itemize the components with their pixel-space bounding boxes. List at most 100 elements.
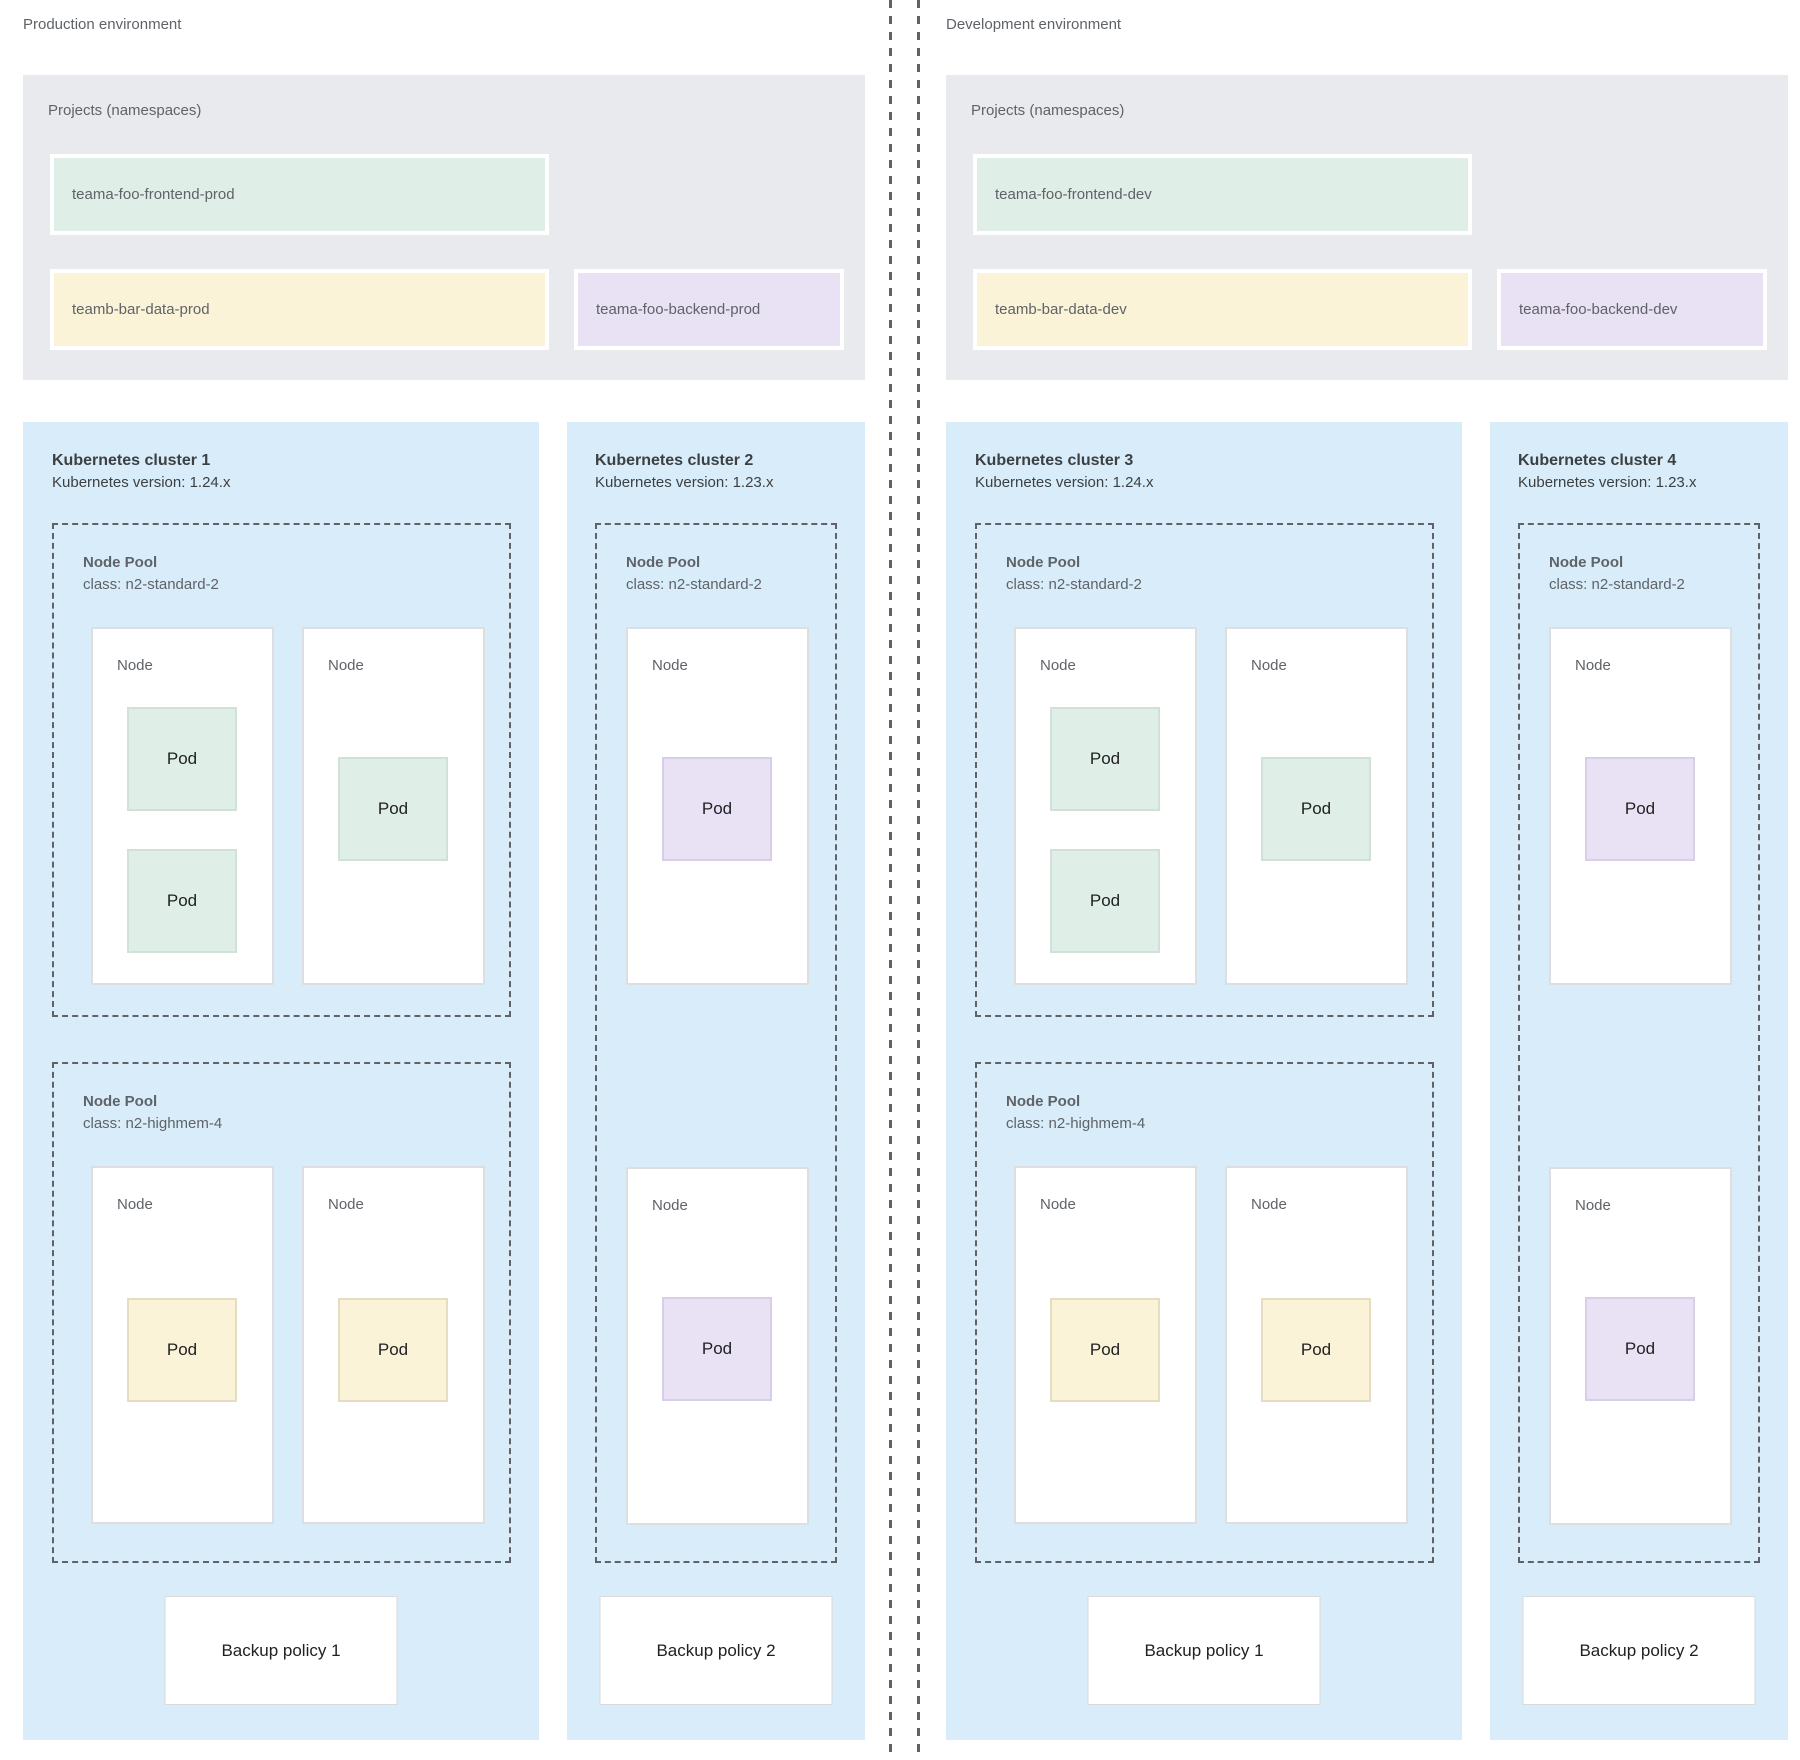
cluster-title: Kubernetes cluster 2 <box>595 452 754 469</box>
projects-panel: Projects (namespaces) teama-foo-frontend… <box>23 75 865 380</box>
pod-box: Pod <box>1050 1298 1160 1402</box>
node-pool-class: class: n2-highmem-4 <box>83 1115 223 1132</box>
pod-label: Pod <box>701 1339 733 1358</box>
node-pool-header: Node Pool class: n2-highmem-4 <box>83 1091 222 1135</box>
production-environment-section: Production environment Projects (namespa… <box>23 0 865 1760</box>
pod-box: Pod <box>1050 849 1160 953</box>
node-pool-header: Node Pool class: n2-standard-2 <box>1006 552 1142 596</box>
pod-label: Pod <box>1624 1339 1656 1358</box>
kubernetes-cluster-card: Kubernetes cluster 1 Kubernetes version:… <box>23 422 539 1740</box>
node-box: Node Pod <box>1549 627 1732 985</box>
environment-label: Production environment <box>23 16 182 33</box>
pod-label: Pod <box>166 749 198 768</box>
projects-title: Projects (namespaces) <box>971 102 1125 119</box>
node-label: Node <box>652 657 688 674</box>
pod-label: Pod <box>1089 1340 1121 1359</box>
backup-policy-box: Backup policy 2 <box>599 1596 833 1705</box>
backup-policy-box: Backup policy 1 <box>1087 1596 1321 1705</box>
node-pool-class: class: n2-standard-2 <box>1006 576 1142 593</box>
namespace-box: teama-foo-frontend-dev <box>973 154 1472 235</box>
namespace-box: teamb-bar-data-dev <box>973 269 1472 350</box>
node-pool-header: Node Pool class: n2-highmem-4 <box>1006 1091 1145 1135</box>
node-box: Node Pod <box>1225 1166 1408 1524</box>
pod-label: Pod <box>166 891 198 910</box>
node-pool: Node Pool class: n2-standard-2 Node Pod … <box>975 523 1434 1017</box>
pod-box: Pod <box>338 1298 448 1402</box>
node-pool: Node Pool class: n2-standard-2 Node Pod … <box>1518 523 1760 1563</box>
node-pool: Node Pool class: n2-highmem-4 Node Pod N… <box>52 1062 511 1563</box>
cluster-header: Kubernetes cluster 1 Kubernetes version:… <box>52 450 230 494</box>
projects-panel: Projects (namespaces) teama-foo-frontend… <box>946 75 1788 380</box>
node-box: Node Pod <box>302 1166 485 1524</box>
pod-label: Pod <box>1089 891 1121 910</box>
cluster-version: Kubernetes version: 1.23.x <box>1518 474 1697 491</box>
pod-box: Pod <box>127 707 237 811</box>
node-pool-class: class: n2-standard-2 <box>83 576 219 593</box>
node-label: Node <box>328 1196 364 1213</box>
namespace-label: teama-foo-backend-prod <box>596 301 761 318</box>
projects-title: Projects (namespaces) <box>48 102 202 119</box>
cluster-version: Kubernetes version: 1.24.x <box>975 474 1154 491</box>
pod-label: Pod <box>701 799 733 818</box>
cluster-header: Kubernetes cluster 4 Kubernetes version:… <box>1518 450 1696 494</box>
namespace-label: teamb-bar-data-prod <box>72 301 210 318</box>
node-pool-title: Node Pool <box>83 1093 158 1110</box>
pod-box: Pod <box>1261 757 1371 861</box>
pod-label: Pod <box>1300 799 1332 818</box>
pod-box: Pod <box>1261 1298 1371 1402</box>
node-box: Node Pod <box>626 1167 809 1525</box>
namespace-box: teama-foo-backend-prod <box>574 269 844 350</box>
node-label: Node <box>1251 657 1287 674</box>
cluster-title: Kubernetes cluster 1 <box>52 452 211 469</box>
kubernetes-cluster-card: Kubernetes cluster 4 Kubernetes version:… <box>1490 422 1788 1740</box>
cluster-title: Kubernetes cluster 4 <box>1518 452 1677 469</box>
pod-label: Pod <box>377 799 409 818</box>
pod-box: Pod <box>338 757 448 861</box>
node-label: Node <box>1575 657 1611 674</box>
cluster-title: Kubernetes cluster 3 <box>975 452 1134 469</box>
pod-box: Pod <box>127 1298 237 1402</box>
pod-box: Pod <box>1585 1297 1695 1401</box>
node-box: Node Pod Pod <box>1014 627 1197 985</box>
namespace-box: teamb-bar-data-prod <box>50 269 549 350</box>
node-pool-header: Node Pool class: n2-standard-2 <box>626 552 762 596</box>
pod-label: Pod <box>1300 1340 1332 1359</box>
node-label: Node <box>1040 1196 1076 1213</box>
pod-box: Pod <box>1585 757 1695 861</box>
node-box: Node Pod <box>302 627 485 985</box>
backup-policy-label: Backup policy 1 <box>1144 1640 1264 1660</box>
pod-label: Pod <box>377 1340 409 1359</box>
cluster-header: Kubernetes cluster 3 Kubernetes version:… <box>975 450 1153 494</box>
cluster-version: Kubernetes version: 1.24.x <box>52 474 231 491</box>
namespace-box: teama-foo-frontend-prod <box>50 154 549 235</box>
namespace-label: teamb-bar-data-dev <box>995 301 1127 318</box>
pod-box: Pod <box>662 1297 772 1401</box>
node-pool-class: class: n2-standard-2 <box>626 576 762 593</box>
node-pool-title: Node Pool <box>1549 554 1624 571</box>
node-pool-class: class: n2-highmem-4 <box>1006 1115 1146 1132</box>
node-box: Node Pod <box>1549 1167 1732 1525</box>
pod-label: Pod <box>166 1340 198 1359</box>
pod-label: Pod <box>1089 749 1121 768</box>
environment-divider-line <box>889 0 892 1760</box>
backup-policy-label: Backup policy 1 <box>221 1640 341 1660</box>
node-label: Node <box>117 1196 153 1213</box>
namespace-box: teama-foo-backend-dev <box>1497 269 1767 350</box>
node-box: Node Pod <box>1014 1166 1197 1524</box>
node-pool-title: Node Pool <box>83 554 158 571</box>
node-pool-header: Node Pool class: n2-standard-2 <box>1549 552 1685 596</box>
environment-divider-line <box>917 0 920 1760</box>
node-pool-title: Node Pool <box>1006 554 1081 571</box>
node-pool-title: Node Pool <box>1006 1093 1081 1110</box>
pod-box: Pod <box>127 849 237 953</box>
node-box: Node Pod <box>91 1166 274 1524</box>
environment-label: Development environment <box>946 16 1122 33</box>
node-label: Node <box>1251 1196 1287 1213</box>
node-box: Node Pod <box>626 627 809 985</box>
cluster-version: Kubernetes version: 1.23.x <box>595 474 774 491</box>
node-pool: Node Pool class: n2-highmem-4 Node Pod N… <box>975 1062 1434 1563</box>
namespace-label: teama-foo-frontend-dev <box>995 186 1152 203</box>
node-label: Node <box>1575 1197 1611 1214</box>
namespace-label: teama-foo-frontend-prod <box>72 186 235 203</box>
